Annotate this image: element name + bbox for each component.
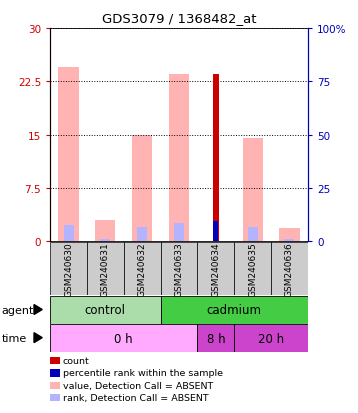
Bar xyxy=(197,242,234,295)
Text: rank, Detection Call = ABSENT: rank, Detection Call = ABSENT xyxy=(63,393,208,402)
Text: GSM240631: GSM240631 xyxy=(101,242,110,296)
Text: GSM240633: GSM240633 xyxy=(174,242,184,296)
Text: control: control xyxy=(85,304,126,317)
Bar xyxy=(213,75,219,242)
Bar xyxy=(137,228,147,242)
Bar xyxy=(279,229,300,242)
Bar xyxy=(132,135,152,242)
Bar xyxy=(50,296,161,324)
Text: GSM240634: GSM240634 xyxy=(211,242,220,296)
Bar xyxy=(87,242,124,295)
Text: GDS3079 / 1368482_at: GDS3079 / 1368482_at xyxy=(102,12,256,24)
Bar xyxy=(169,75,189,242)
Text: count: count xyxy=(63,356,90,365)
Bar xyxy=(100,239,110,242)
Text: GSM240636: GSM240636 xyxy=(285,242,294,296)
Bar xyxy=(161,296,308,324)
Bar xyxy=(58,68,79,242)
Bar xyxy=(271,242,308,295)
Text: 0 h: 0 h xyxy=(115,332,133,345)
Text: GSM240630: GSM240630 xyxy=(64,242,73,296)
Bar xyxy=(174,223,184,242)
Text: GSM240635: GSM240635 xyxy=(248,242,257,296)
Text: 8 h: 8 h xyxy=(207,332,225,345)
Bar xyxy=(50,324,197,352)
Bar xyxy=(242,139,263,242)
Text: value, Detection Call = ABSENT: value, Detection Call = ABSENT xyxy=(63,381,213,389)
Text: cadmium: cadmium xyxy=(207,304,262,317)
Bar xyxy=(95,221,116,242)
Bar xyxy=(248,228,258,242)
Text: percentile rank within the sample: percentile rank within the sample xyxy=(63,368,223,377)
Text: agent: agent xyxy=(2,305,34,315)
Bar xyxy=(161,242,197,295)
Bar xyxy=(234,324,308,352)
Text: time: time xyxy=(2,333,27,343)
Bar xyxy=(285,240,294,242)
Bar xyxy=(50,242,87,295)
Bar xyxy=(234,242,271,295)
Bar xyxy=(213,221,218,242)
Text: GSM240632: GSM240632 xyxy=(138,242,147,296)
Bar xyxy=(124,242,161,295)
Text: 20 h: 20 h xyxy=(258,332,284,345)
Bar xyxy=(64,225,73,242)
Bar xyxy=(197,324,234,352)
